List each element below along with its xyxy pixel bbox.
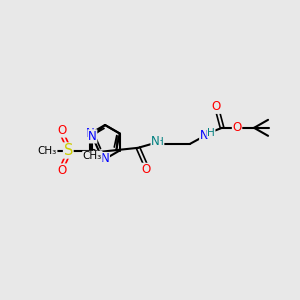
Text: N: N (88, 130, 97, 143)
Text: CH₃: CH₃ (38, 146, 57, 155)
Text: O: O (232, 121, 242, 134)
Text: H: H (156, 137, 164, 147)
Text: O: O (58, 124, 67, 137)
Text: H: H (207, 128, 215, 138)
Text: N: N (100, 152, 109, 166)
Text: CH₃: CH₃ (83, 152, 102, 161)
Text: O: O (212, 100, 221, 113)
Text: S: S (64, 143, 73, 158)
Text: N: N (86, 127, 95, 140)
Text: O: O (141, 163, 151, 176)
Text: N: N (151, 135, 160, 148)
Text: N: N (200, 129, 208, 142)
Text: O: O (58, 164, 67, 177)
